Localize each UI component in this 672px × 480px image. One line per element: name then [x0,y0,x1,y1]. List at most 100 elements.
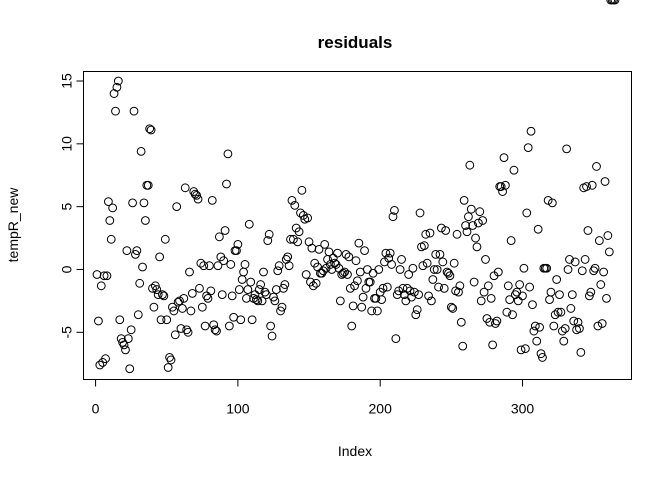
data-point [344,252,354,262]
data-point [351,256,361,266]
y-tick-label: -5 [59,326,75,339]
data-point [381,248,391,258]
data-point [590,263,600,273]
data-point [483,281,493,291]
data-point [266,321,276,331]
data-point [192,190,202,200]
data-point [532,336,542,346]
data-point [158,290,167,300]
data-point [345,283,355,293]
data-point [307,243,317,253]
data-point [530,321,540,331]
data-point [409,287,419,297]
x-tick-label: 200 [369,401,393,417]
data-point [337,270,347,279]
data-point [367,306,377,316]
data-point [429,265,439,274]
data-point [244,219,254,229]
data-point [330,258,340,268]
data-point [354,238,364,248]
data-point [446,302,456,312]
data-point [513,296,523,306]
data-point [132,246,142,256]
data-point [390,206,399,215]
data-point [515,280,525,289]
data-point [555,290,564,300]
data-point [186,306,196,316]
data-point [536,349,546,359]
data-point [476,296,486,306]
data-point [382,282,392,292]
data-point [506,236,516,245]
data-point [488,340,498,350]
data-point [557,326,567,336]
data-point [243,285,253,294]
data-point [562,144,572,154]
chart-title: residuals [318,33,393,52]
data-point [213,261,223,271]
plot-frame [83,71,632,380]
data-point [203,293,213,303]
data-point [499,153,509,163]
data-point [600,177,610,186]
data-point [233,239,243,249]
data-point [422,258,432,268]
data-point [418,261,428,271]
data-point [596,280,606,289]
data-point [135,278,145,288]
data-point [308,281,318,291]
data-point [183,327,193,337]
data-point [550,310,560,320]
data-point [193,194,203,204]
data-point [223,149,233,159]
data-point [391,334,401,343]
data-point [197,302,207,312]
data-point [439,283,449,293]
data-point [528,300,537,310]
data-point [535,322,544,332]
data-point [593,321,603,331]
data-point [333,248,342,258]
data-point [509,165,519,175]
data-point [160,234,170,244]
data-point [516,345,526,355]
data-point [421,229,431,239]
data-point [388,212,398,222]
data-point [149,302,159,312]
data-point [411,310,421,320]
data-point [449,258,459,268]
data-point [288,234,298,244]
data-point [466,204,476,214]
data-point [445,271,455,281]
data-point [587,180,597,190]
data-point [522,208,532,218]
data-point [362,265,372,274]
data-point [573,317,583,327]
x-axis: 0 100 200 300 [92,379,534,417]
data-point [461,221,470,230]
data-point [176,324,186,333]
data-point [378,283,388,293]
y-axis: -5 0 5 10 15 [59,73,84,339]
data-point [604,247,614,257]
data-point [162,315,172,325]
data-point [597,319,607,328]
data-point [121,345,130,355]
data-point [165,353,174,362]
data-point [212,326,221,336]
data-point [263,236,273,245]
data-point [143,180,153,190]
data-point [408,263,418,273]
data-point [187,288,197,298]
data-point [269,292,278,302]
data-point [113,76,123,86]
data-point [156,315,166,325]
y-axis-label: tempR_new [5,187,21,263]
data-point [324,247,334,257]
data-point [547,198,557,208]
data-point [428,275,438,284]
data-point [240,260,250,269]
data-point [586,287,596,297]
x-tick-label: 100 [226,401,250,417]
data-point [200,321,210,331]
